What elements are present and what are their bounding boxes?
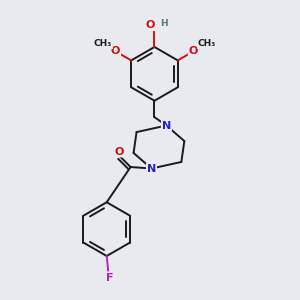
Text: O: O xyxy=(111,46,120,56)
Text: CH₃: CH₃ xyxy=(94,39,112,48)
Text: O: O xyxy=(114,146,124,157)
Text: O: O xyxy=(146,20,155,30)
Text: O: O xyxy=(189,46,198,56)
Text: N: N xyxy=(162,121,171,130)
Text: CH₃: CH₃ xyxy=(198,39,216,48)
Text: N: N xyxy=(147,164,156,173)
Text: F: F xyxy=(106,272,113,283)
Text: H: H xyxy=(160,19,167,28)
